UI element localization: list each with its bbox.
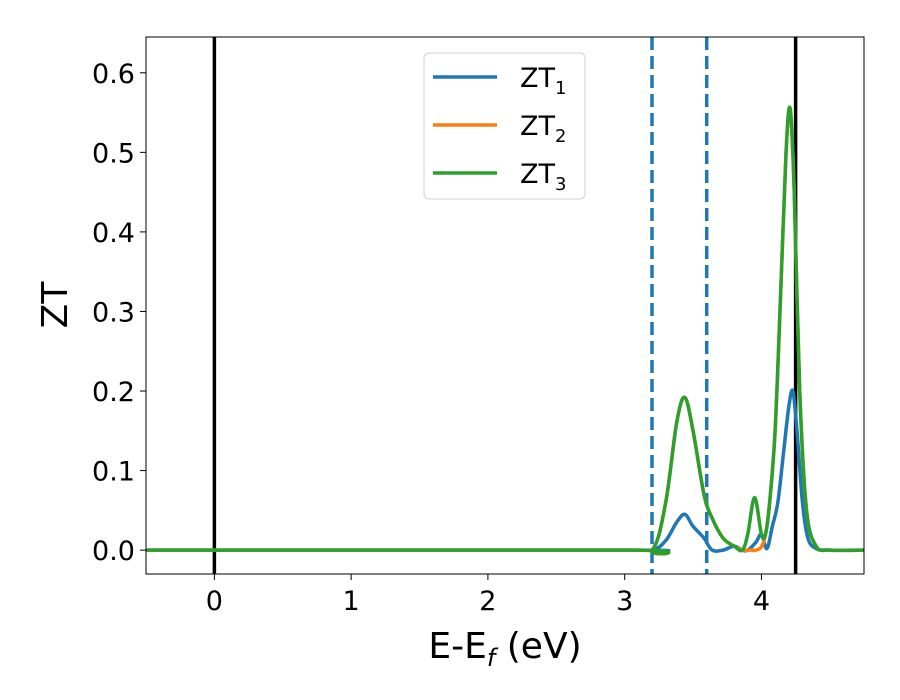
- y-tick-label-5: 0.5: [92, 138, 135, 169]
- legend-label-subscript: 2: [555, 126, 566, 147]
- legend-label-main: ZT: [520, 111, 555, 142]
- x-tick-label-1: 1: [343, 586, 360, 617]
- y-tick-label-6: 0.6: [92, 59, 135, 90]
- y-tick-label-4: 0.4: [92, 218, 135, 249]
- y-axis-label: ZT: [35, 281, 76, 329]
- legend-label-zt3: ZT3: [520, 159, 566, 195]
- legend-label-zt1: ZT1: [520, 63, 566, 99]
- series-lines: [146, 105, 864, 556]
- y-tick-label-1: 0.1: [92, 457, 135, 488]
- legend-label-main: ZT: [520, 159, 555, 190]
- x-tick-label-0: 0: [206, 586, 223, 617]
- legend-label-subscript: 1: [555, 78, 566, 99]
- x-axis-label-unit: (eV): [495, 626, 581, 667]
- y-tick-label-2: 0.2: [92, 377, 135, 408]
- x-tick-label-4: 4: [753, 586, 770, 617]
- x-axis-ticks: 0 1 2 3 4: [206, 574, 770, 617]
- plot-frame: [145, 36, 865, 575]
- x-axis-label: E-Ef (eV): [428, 626, 581, 672]
- legend-label-main: ZT: [520, 63, 555, 94]
- y-tick-label-3: 0.3: [92, 297, 135, 328]
- x-tick-label-2: 2: [479, 586, 496, 617]
- legend-label-subscript: 3: [555, 174, 566, 195]
- y-axis-ticks: 0.0 0.1 0.2 0.3 0.4 0.5 0.6: [92, 59, 146, 567]
- series-line-zt3: [146, 105, 864, 556]
- x-tick-label-3: 3: [616, 586, 633, 617]
- legend-box: [423, 52, 586, 200]
- legend-label-zt2: ZT2: [520, 111, 566, 147]
- y-tick-label-0: 0.0: [92, 536, 135, 567]
